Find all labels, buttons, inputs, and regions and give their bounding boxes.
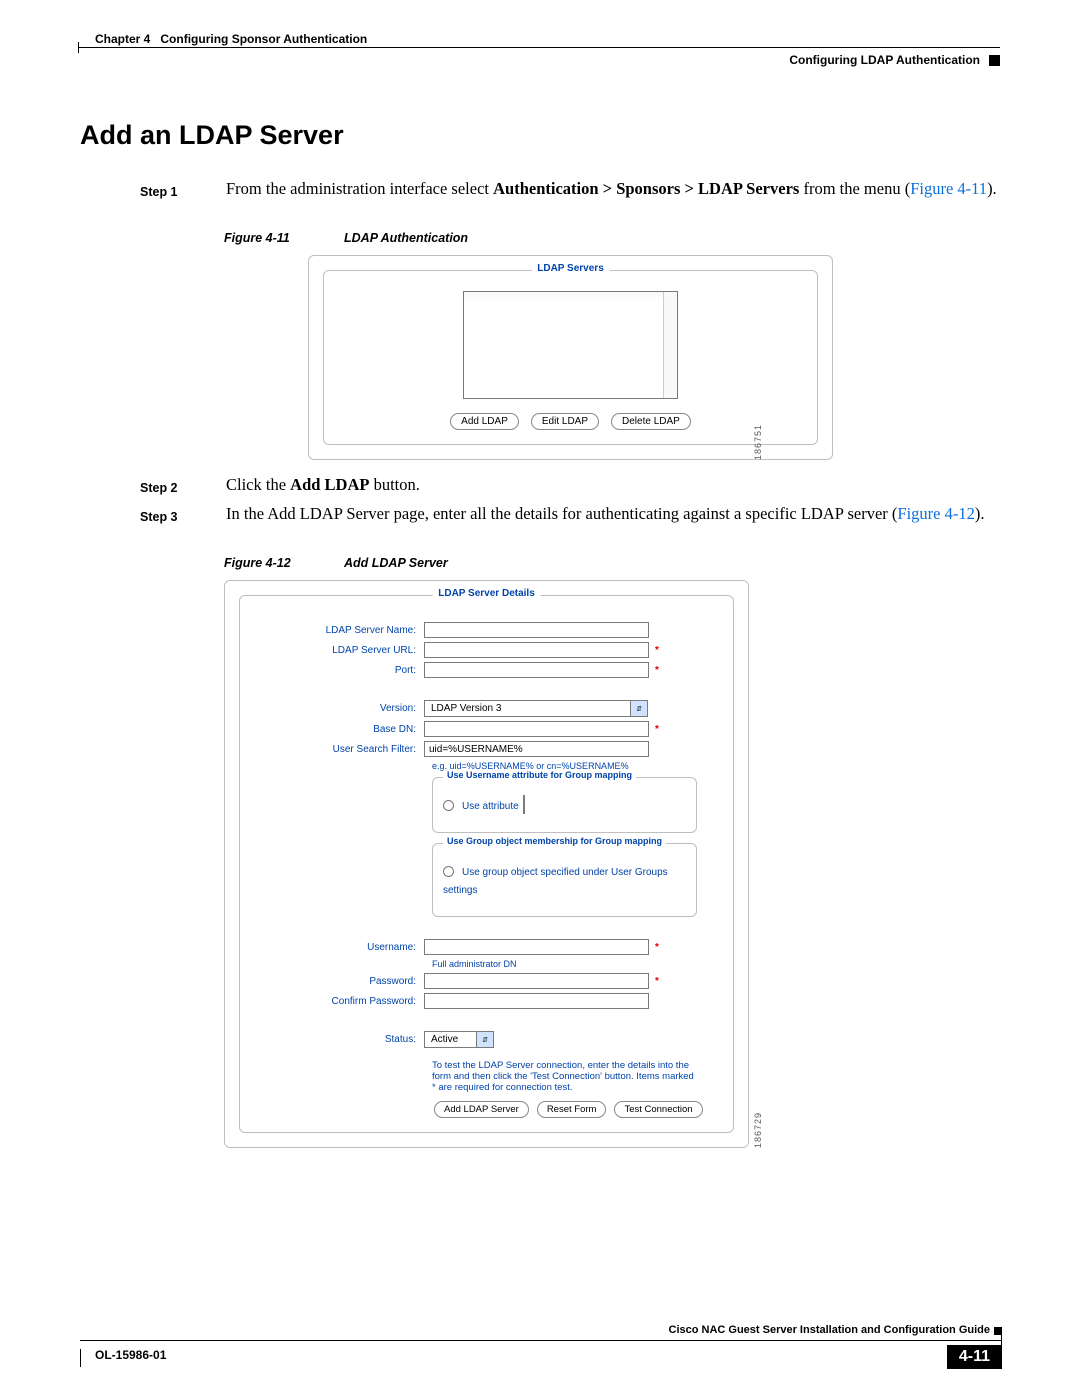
username-field[interactable] — [424, 939, 649, 955]
required-marker: * — [655, 665, 659, 676]
group-object-legend: Use Group object membership for Group ma… — [443, 836, 666, 846]
test-connection-note: To test the LDAP Server connection, ente… — [432, 1060, 697, 1093]
username-attr-legend: Use Username attribute for Group mapping — [443, 770, 636, 780]
edit-ldap-button[interactable]: Edit LDAP — [531, 413, 599, 430]
filter-label: User Search Filter: — [254, 744, 424, 755]
username-label: Username: — [254, 942, 424, 953]
footer-docnum: OL-15986-01 — [95, 1348, 166, 1362]
version-select-value: LDAP Version 3 — [425, 703, 630, 714]
step-body: In the Add LDAP Server page, enter all t… — [226, 503, 984, 528]
port-label: Port: — [254, 665, 424, 676]
required-marker: * — [655, 976, 659, 987]
ldap-servers-fieldset: LDAP Servers Add LDAP Edit LDAP Delete L… — [323, 270, 818, 445]
step-text: Click the — [226, 475, 290, 494]
step-body: Click the Add LDAP button. — [226, 474, 420, 499]
version-select[interactable]: LDAP Version 3 ⇵ — [424, 700, 648, 717]
step-body: From the administration interface select… — [226, 178, 997, 203]
password-label: Password: — [254, 976, 424, 987]
reset-form-button[interactable]: Reset Form — [537, 1101, 607, 1118]
figure-caption: Figure 4-11LDAP Authentication — [224, 231, 1000, 245]
add-ldap-button[interactable]: Add LDAP — [450, 413, 519, 430]
test-connection-button[interactable]: Test Connection — [614, 1101, 702, 1118]
required-marker: * — [655, 942, 659, 953]
header-endmark — [989, 55, 1000, 66]
ldap-servers-legend: LDAP Servers — [531, 263, 610, 274]
use-attribute-radio[interactable] — [443, 800, 454, 811]
figure-caption: Figure 4-12Add LDAP Server — [224, 556, 1000, 570]
chapter-label: Chapter 4 — [95, 32, 150, 46]
server-url-field[interactable] — [424, 642, 649, 658]
step-text: In the Add LDAP Server page, enter all t… — [226, 504, 897, 523]
add-ldap-server-button[interactable]: Add LDAP Server — [434, 1101, 529, 1118]
status-select-value: Active — [425, 1034, 476, 1045]
required-marker: * — [655, 724, 659, 735]
basedn-label: Base DN: — [254, 724, 424, 735]
use-attribute-label: Use attribute — [462, 801, 519, 812]
step-text: ). — [975, 504, 985, 523]
ldap-details-legend: LDAP Server Details — [432, 588, 541, 599]
footer-tick — [1001, 1335, 1002, 1341]
figure-id: 186751 — [753, 424, 763, 460]
step-label: Step 2 — [140, 474, 208, 499]
step-text: button. — [369, 475, 419, 494]
server-name-field[interactable] — [424, 622, 649, 638]
server-name-label: LDAP Server Name: — [254, 625, 424, 636]
username-hint: Full administrator DN — [432, 959, 719, 969]
basedn-field[interactable] — [424, 721, 649, 737]
step-text: ). — [987, 179, 997, 198]
use-group-object-radio[interactable] — [443, 866, 454, 877]
chevron-updown-icon: ⇵ — [476, 1032, 493, 1047]
footer-tick — [80, 1349, 81, 1367]
use-attribute-field[interactable] — [523, 795, 525, 814]
confirm-password-field[interactable] — [424, 993, 649, 1009]
step-text: from the menu ( — [799, 179, 910, 198]
figure-number: Figure 4-12 — [224, 556, 344, 570]
header-section: Configuring LDAP Authentication — [789, 53, 980, 67]
password-field[interactable] — [424, 973, 649, 989]
button-row: Add LDAP Server Reset Form Test Connecti… — [432, 1099, 719, 1118]
required-marker: * — [655, 645, 659, 656]
footer-endmark — [994, 1327, 1002, 1335]
scrollbar[interactable] — [663, 292, 677, 398]
footer-rule — [80, 1340, 1002, 1341]
username-attr-fieldset: Use Username attribute for Group mapping… — [432, 777, 697, 833]
chevron-updown-icon: ⇵ — [630, 701, 647, 716]
header-rule — [78, 47, 1000, 48]
step-label: Step 3 — [140, 503, 208, 528]
server-url-label: LDAP Server URL: — [254, 645, 424, 656]
page-number: 4-11 — [947, 1345, 1002, 1369]
figure-2-panel: LDAP Server Details LDAP Server Name: LD… — [224, 580, 749, 1148]
figure-title: LDAP Authentication — [344, 231, 468, 245]
ldap-details-fieldset: LDAP Server Details LDAP Server Name: LD… — [239, 595, 734, 1133]
figure-id: 186729 — [753, 1112, 763, 1148]
port-field[interactable] — [424, 662, 649, 678]
step-bold: Authentication > Sponsors > LDAP Servers — [493, 179, 799, 198]
use-group-object-label: Use group object specified under User Gr… — [443, 867, 668, 896]
figure-link[interactable]: Figure 4-12 — [897, 504, 974, 523]
step-label: Step 1 — [140, 178, 208, 203]
chapter-title: Configuring Sponsor Authentication — [160, 32, 367, 46]
step-text: From the administration interface select — [226, 179, 493, 198]
status-select[interactable]: Active ⇵ — [424, 1031, 494, 1048]
figure-number: Figure 4-11 — [224, 231, 344, 245]
version-label: Version: — [254, 703, 424, 714]
figure-title: Add LDAP Server — [344, 556, 448, 570]
confirm-password-label: Confirm Password: — [254, 996, 424, 1007]
ldap-server-list[interactable] — [463, 291, 678, 399]
status-label: Status: — [254, 1034, 424, 1045]
step-bold: Add LDAP — [290, 475, 369, 494]
figure-link[interactable]: Figure 4-11 — [910, 179, 987, 198]
footer-guide-title: Cisco NAC Guest Server Installation and … — [669, 1324, 991, 1336]
page-title: Add an LDAP Server — [80, 120, 344, 151]
delete-ldap-button[interactable]: Delete LDAP — [611, 413, 691, 430]
filter-field[interactable]: uid=%USERNAME% — [424, 741, 649, 757]
button-row: Add LDAP Edit LDAP Delete LDAP — [338, 411, 803, 430]
group-object-fieldset: Use Group object membership for Group ma… — [432, 843, 697, 917]
header-chapter: Chapter 4 Configuring Sponsor Authentica… — [95, 32, 367, 46]
